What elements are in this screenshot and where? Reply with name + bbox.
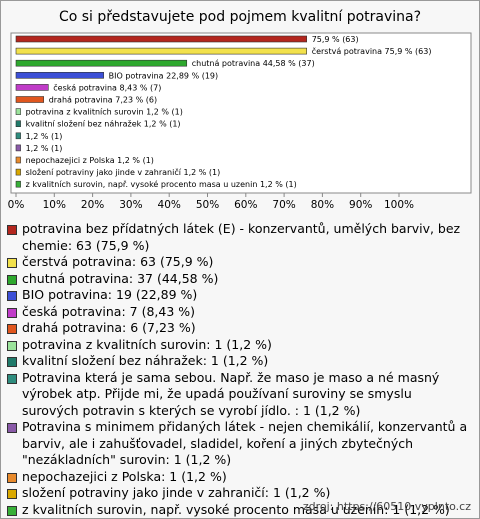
legend-label: složení potraviny jako jinde v zahraničí… — [22, 485, 331, 500]
chart: 0% 10% 20% 30% 40% 50% 60% 70% 80% 90% 100% 75,9 % … — [8, 32, 472, 211]
value-label: potravina z kvalitních surovin 1,2 % (1) — [26, 108, 183, 117]
legend-swatch — [7, 225, 17, 235]
bar — [15, 84, 49, 91]
value-label: 75,9 % (63) — [312, 35, 359, 44]
x-tick-label: 30% — [119, 199, 142, 211]
bar — [15, 120, 21, 127]
legend-item: potravina z kvalitních surovin: 1 (1,2 %… — [7, 337, 469, 354]
legend-item: chutná potravina: 37 (44,58 %) — [7, 271, 469, 288]
chart-title: Co si představujete pod pojmem kvalitní … — [58, 9, 422, 25]
legend-label: BIO potravina: 19 (22,89 %) — [22, 287, 198, 302]
bar — [15, 168, 21, 176]
legend-item: čerstvá potravina: 63 (75,9 %) — [7, 254, 469, 271]
bar — [15, 72, 104, 79]
legend-label: nepochazejici z Polska: 1 (1,2 %) — [22, 468, 227, 484]
x-tick-label: 60% — [234, 199, 257, 211]
legend-item: drahá potravina: 6 (7,23 %) — [7, 320, 469, 337]
x-tick-label: 90% — [349, 199, 372, 211]
legend-item: kvalitní složení bez náhražek: 1 (1,2 %) — [7, 353, 469, 370]
bar — [15, 59, 188, 67]
x-tick-label: 20% — [81, 199, 104, 211]
value-label: 1,2 % (1) — [26, 132, 63, 141]
legend-swatch — [7, 373, 17, 384]
legend-label: česká potravina: 7 (8,43 %) — [22, 303, 196, 319]
value-label: BIO potravina 22,89 % (19) — [109, 71, 218, 80]
legend-item: z kvalitních surovin, např. vysoké proce… — [7, 502, 469, 519]
legend-label: chutná potravina: 37 (44,58 %) — [22, 270, 219, 286]
value-label: česká potravina 8,43 % (7) — [53, 82, 161, 92]
legend-swatch — [7, 340, 17, 351]
value-label: drahá potravina 7,23 % (6) — [49, 96, 157, 105]
bar — [15, 35, 307, 43]
legend-label: Potravina s minimem přidaných látek - ne… — [22, 419, 468, 467]
bar — [15, 144, 21, 152]
legend-swatch — [7, 357, 17, 367]
legend-swatch — [7, 423, 17, 433]
legend-swatch — [7, 324, 17, 334]
bar — [15, 132, 21, 140]
legend-item: BIO potravina: 19 (22,89 %) — [7, 287, 469, 304]
value-label: kvalitní složení bez náhražek 1,2 % (1) — [26, 120, 181, 129]
legend-swatch — [7, 307, 17, 318]
legend-label: Potravina která je sama sebou. Např. že … — [22, 369, 440, 418]
legend-item: Potravina s minimem přidaných látek - ne… — [7, 419, 469, 469]
legend-item: nepochazejici z Polska: 1 (1,2 %) — [7, 469, 469, 486]
legend-label: potravina z kvalitních surovin: 1 (1,2 %… — [22, 336, 272, 352]
legend-swatch — [7, 291, 17, 301]
value-label: čerstvá potravina 75,9 % (63) — [312, 46, 432, 56]
bar — [15, 180, 21, 188]
x-tick-label: 100% — [384, 199, 414, 211]
bar — [15, 108, 21, 115]
value-label: 1,2 % (1) — [26, 144, 63, 153]
legend-label: čerstvá potravina: 63 (75,9 %) — [22, 254, 214, 269]
x-tick-label: 0% — [8, 199, 25, 211]
legend-swatch — [7, 489, 17, 499]
legend-label: potravina bez přídatných látek (E) - kon… — [22, 221, 461, 253]
x-tick-label: 50% — [196, 199, 219, 211]
value-label: složení potraviny jako jinde v zahraničí… — [26, 167, 221, 177]
legend-label: kvalitní složení bez náhražek: 1 (1,2 %) — [22, 353, 269, 368]
x-tick-label: 70% — [272, 199, 295, 211]
legend-item: Potravina která je sama sebou. Např. že … — [7, 370, 469, 420]
value-label: z kvalitních surovin, např. vysoké proce… — [26, 179, 297, 189]
legend-swatch — [7, 505, 17, 516]
bar — [15, 47, 307, 55]
legend-label: z kvalitních surovin, např. vysoké proce… — [22, 501, 450, 517]
legend-label: drahá potravina: 6 (7,23 %) — [22, 320, 196, 335]
legend-item: česká potravina: 7 (8,43 %) — [7, 304, 469, 321]
value-label: chutná potravina 44,58 % (37) — [192, 59, 315, 68]
legend-swatch — [7, 258, 17, 268]
x-tick-label: 10% — [43, 199, 66, 211]
bar — [15, 156, 21, 164]
bar — [15, 96, 44, 103]
legend-swatch — [7, 274, 17, 285]
value-label: nepochazejici z Polska 1,2 % (1) — [26, 156, 154, 165]
legend: potravina bez přídatných látek (E) - kon… — [7, 221, 469, 518]
x-tick-label: 80% — [311, 199, 334, 211]
legend-swatch — [7, 472, 17, 483]
source: zdroj: https://60510.vyplnto.cz — [302, 500, 471, 513]
plot-frame — [10, 32, 472, 194]
legend-item: potravina bez přídatných látek (E) - kon… — [7, 221, 469, 254]
x-tick-label: 40% — [158, 199, 181, 211]
legend-item: složení potraviny jako jinde v zahraničí… — [7, 485, 469, 502]
